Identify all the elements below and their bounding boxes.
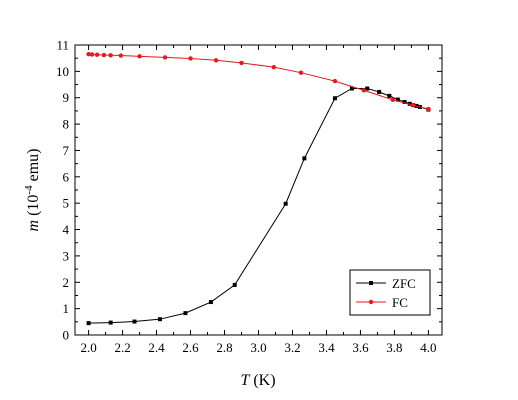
data-point-fc bbox=[86, 52, 91, 57]
data-point-fc bbox=[426, 106, 431, 112]
data-point-fc bbox=[271, 64, 276, 70]
data-point-fc bbox=[188, 56, 193, 61]
y-tick-label: 4 bbox=[63, 222, 70, 237]
data-point-fc bbox=[361, 88, 367, 93]
x-axis-ticks: 2.0 2.2 2.4 2.6 2.8 3.0 3.2 3.4 3.6 3.8 4.0 bbox=[80, 45, 437, 355]
data-point-fc bbox=[108, 53, 113, 58]
series-layer bbox=[86, 52, 431, 326]
data-point-zfc bbox=[132, 319, 137, 324]
data-point-fc bbox=[239, 60, 244, 66]
data-point-zfc bbox=[377, 89, 382, 94]
y-tick-label: 6 bbox=[63, 169, 70, 184]
x-axis-title: T (K) bbox=[240, 372, 275, 389]
y-tick-label: 7 bbox=[63, 143, 70, 158]
data-point-zfc bbox=[349, 86, 354, 91]
data-point-fc bbox=[94, 52, 100, 57]
data-point-fc bbox=[410, 102, 416, 108]
data-point-zfc bbox=[183, 311, 188, 316]
y-axis-title-main: m bbox=[25, 220, 42, 232]
data-point-zfc bbox=[395, 97, 400, 102]
x-tick-label: 2.8 bbox=[216, 340, 232, 355]
x-tick-label: 2.4 bbox=[148, 340, 165, 355]
data-point-fc bbox=[101, 52, 107, 58]
data-point-zfc bbox=[232, 282, 237, 287]
y-tick-label: 0 bbox=[63, 328, 70, 343]
x-axis-title-main: T bbox=[240, 372, 250, 389]
x-axis-title-unit: (K) bbox=[249, 372, 275, 389]
x-tick-label: 3.0 bbox=[250, 340, 266, 355]
y-axis-title-unit-pre: (10 bbox=[25, 195, 42, 220]
data-point-zfc bbox=[402, 99, 407, 104]
legend-label-zfc: ZFC bbox=[392, 276, 416, 291]
y-axis-ticks: 0 1 2 3 4 5 6 7 8 9 10 11 bbox=[56, 38, 442, 343]
y-tick-label: 8 bbox=[63, 117, 70, 132]
data-point-zfc bbox=[283, 201, 288, 206]
y-tick-label: 5 bbox=[63, 196, 70, 211]
data-point-fc bbox=[89, 52, 95, 57]
x-tick-label: 3.2 bbox=[284, 340, 300, 355]
x-tick-label: 3.8 bbox=[386, 340, 402, 355]
data-point-fc bbox=[332, 78, 338, 84]
series-line-fc bbox=[88, 53, 429, 110]
y-tick-label: 11 bbox=[56, 38, 69, 53]
legend-marker-fc bbox=[368, 299, 374, 305]
data-point-zfc bbox=[108, 320, 113, 325]
legend: ZFC FC bbox=[349, 269, 431, 316]
x-tick-label: 2.0 bbox=[80, 340, 96, 355]
data-point-zfc bbox=[332, 96, 337, 101]
legend-box bbox=[349, 269, 431, 316]
data-point-zfc bbox=[302, 156, 307, 161]
y-tick-label: 9 bbox=[63, 90, 70, 105]
legend-marker-zfc bbox=[369, 281, 373, 285]
data-point-fc bbox=[390, 97, 395, 103]
y-tick-label: 3 bbox=[63, 248, 70, 263]
y-tick-label: 10 bbox=[56, 64, 69, 79]
legend-label-fc: FC bbox=[392, 295, 408, 310]
y-axis-title: m (10-4 emu) bbox=[23, 149, 42, 232]
data-point-zfc bbox=[365, 86, 370, 91]
data-point-fc bbox=[213, 58, 219, 63]
x-tick-label: 4.0 bbox=[420, 340, 436, 355]
x-tick-label: 3.6 bbox=[352, 340, 369, 355]
x-tick-label: 3.4 bbox=[318, 340, 335, 355]
y-axis-title-exponent: -4 bbox=[23, 185, 35, 195]
x-tick-label: 2.2 bbox=[114, 340, 130, 355]
data-point-fc bbox=[118, 53, 124, 58]
data-point-zfc bbox=[157, 317, 162, 322]
data-point-zfc bbox=[86, 321, 91, 326]
y-tick-label: 1 bbox=[63, 301, 70, 316]
data-point-fc bbox=[137, 54, 142, 59]
data-point-zfc bbox=[387, 93, 392, 98]
data-point-fc bbox=[298, 70, 304, 75]
data-point-zfc bbox=[208, 300, 213, 305]
data-point-fc bbox=[162, 55, 168, 60]
y-axis-title-unit-post: emu) bbox=[25, 149, 42, 186]
y-tick-label: 2 bbox=[63, 275, 70, 290]
x-tick-label: 2.6 bbox=[182, 340, 199, 355]
